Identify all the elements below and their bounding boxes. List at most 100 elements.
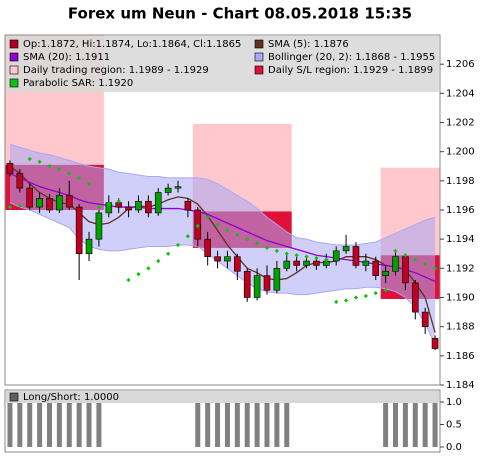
legend-marker	[254, 65, 264, 75]
y-tick-label: 1.206	[446, 59, 475, 70]
candle-body	[75, 206, 83, 255]
sar-dot	[264, 245, 270, 251]
candle-body	[303, 260, 310, 266]
legend-label: SMA (5): 1.1876	[268, 39, 349, 50]
chart-title: Forex um Neun - Chart 08.05.2018 15:35	[68, 5, 412, 23]
candle-body	[174, 186, 182, 189]
candle-body	[421, 311, 429, 327]
sar-dot	[195, 223, 200, 229]
sar-dot	[17, 203, 22, 208]
bar	[284, 402, 290, 447]
candle-body	[332, 250, 340, 262]
sar-dot	[235, 232, 240, 237]
sar-dot	[353, 295, 359, 300]
bar	[274, 402, 280, 447]
candle-body	[263, 275, 271, 291]
sar-dot	[383, 288, 388, 293]
candle-body	[243, 270, 251, 298]
bar	[264, 402, 270, 447]
candle-body	[283, 260, 291, 269]
y-tick-label: 1.204	[446, 88, 475, 99]
sar-dot	[166, 251, 171, 256]
sar-dot	[363, 293, 368, 299]
legend-marker	[254, 52, 264, 62]
candle-body	[26, 187, 34, 208]
legend-label: Daily trading region: 1.1989 - 1.1929	[23, 65, 209, 76]
sar-dot	[156, 258, 161, 264]
legend-label: Bollinger (20, 2): 1.1868 - 1.1955	[268, 52, 435, 63]
candle-body	[342, 246, 350, 252]
sar-dot	[37, 159, 42, 164]
bar	[66, 402, 72, 447]
bar	[76, 402, 82, 447]
candle-body	[164, 187, 172, 193]
sar-dot	[136, 272, 141, 277]
band-fill	[9, 144, 436, 345]
candle-body	[56, 195, 63, 211]
sar-dot	[432, 266, 438, 271]
bar	[402, 402, 408, 447]
candle-body	[352, 246, 360, 266]
sar-dot	[343, 298, 349, 303]
bar	[56, 402, 62, 447]
candle-body	[204, 238, 211, 257]
y-tick-label: 0.0	[446, 442, 462, 453]
legend-marker	[9, 65, 19, 75]
sar-dot	[86, 181, 92, 186]
candle-body	[46, 198, 53, 211]
y-tick-label: 1.188	[446, 322, 475, 333]
candle-body	[125, 206, 132, 211]
legend-label: Daily S/L region: 1.1929 - 1.1899	[268, 65, 433, 76]
sar-dot	[185, 234, 191, 239]
sar-dot	[175, 242, 181, 248]
bar	[205, 402, 211, 447]
candle-body	[224, 256, 231, 262]
candle-body	[362, 260, 370, 266]
bar	[27, 402, 33, 447]
sar-dot	[284, 251, 289, 256]
legend-box	[6, 391, 439, 403]
y-tick-label: 1.0	[446, 397, 462, 408]
bar	[244, 402, 250, 447]
bar	[224, 402, 230, 447]
legend-marker	[9, 39, 19, 49]
legend-label: Op:1.1872, Hi:1.1874, Lo:1.1864, Cl:1.18…	[23, 39, 241, 50]
bar	[432, 402, 438, 447]
sar-dot	[274, 248, 279, 253]
legend-marker	[254, 39, 264, 49]
sar-dot	[403, 253, 408, 258]
candle-body	[392, 256, 399, 272]
bar	[37, 402, 43, 447]
candle-body	[214, 256, 221, 262]
y-tick-label: 0.5	[446, 420, 462, 431]
sar-dot	[77, 175, 82, 181]
candle-body	[145, 200, 152, 214]
candle-body	[313, 260, 320, 266]
legend-marker	[9, 392, 19, 402]
sar-dot	[57, 167, 62, 172]
y-tick-label: 1.190	[446, 293, 475, 304]
sar-dot	[205, 215, 210, 220]
sar-dot	[96, 204, 102, 210]
bar	[7, 402, 13, 447]
sar-dot	[146, 266, 151, 271]
candle-body	[253, 275, 261, 298]
sar-dot	[413, 257, 418, 262]
sar-dot	[334, 299, 339, 304]
candle-body	[273, 268, 281, 291]
candle-body	[372, 260, 380, 276]
candle-body	[65, 195, 73, 208]
sar-dot	[314, 256, 319, 261]
candle-body	[95, 212, 103, 240]
legend-label: Long/Short: 1.0000	[23, 392, 119, 403]
candle-body	[16, 173, 24, 189]
candle-body	[293, 260, 300, 266]
candle-body	[184, 200, 192, 211]
sar-dot	[373, 291, 378, 296]
y-tick-label: 1.194	[446, 234, 475, 245]
y-tick-label: 1.202	[446, 118, 475, 129]
candle-body	[135, 200, 142, 211]
candle-body	[402, 256, 409, 284]
sar-dot	[106, 202, 111, 207]
